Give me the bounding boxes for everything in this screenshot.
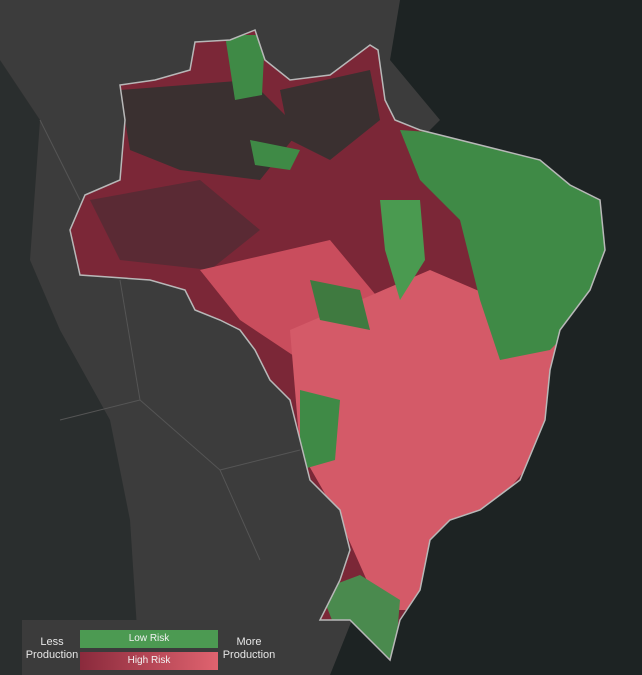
low-risk-area — [400, 130, 605, 360]
high-risk-area — [290, 270, 560, 610]
forest — [280, 70, 380, 160]
forest — [90, 180, 260, 270]
ocean-west — [0, 60, 140, 675]
borders — [39, 119, 301, 561]
brazil-border — [69, 29, 606, 662]
legend-low-risk: Low Risk — [80, 630, 218, 648]
legend: Less Production Low Risk High Risk More … — [22, 620, 280, 675]
low-risk-area — [310, 280, 370, 330]
low-risk-area — [300, 390, 340, 470]
low-risk-area — [225, 35, 265, 100]
low-risk-area — [250, 140, 300, 170]
legend-high-risk: High Risk — [80, 652, 218, 670]
legend-right-label: More Production — [222, 636, 276, 661]
low-risk-area — [380, 200, 425, 300]
legend-left-label: Less Production — [25, 636, 79, 661]
